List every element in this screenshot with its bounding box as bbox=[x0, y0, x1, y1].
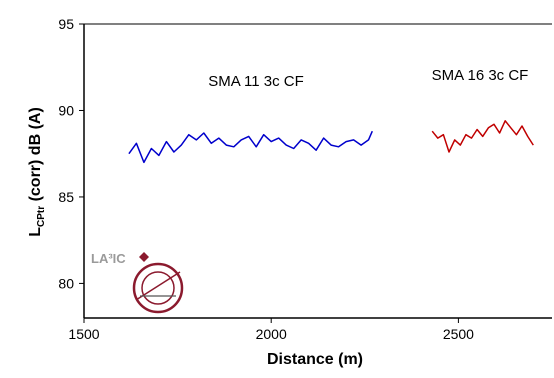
series-label-sma16: SMA 16 3c CF bbox=[432, 67, 529, 84]
series-line-1 bbox=[128, 130, 373, 164]
y-tick-label: 85 bbox=[58, 189, 74, 205]
axes bbox=[79, 23, 552, 323]
y-tick-label: 90 bbox=[58, 102, 74, 118]
y-axis-title: LCPtr (corr) dB (A) bbox=[27, 107, 47, 237]
series-lines bbox=[128, 120, 534, 164]
svg-text:LCPtr (corr) dB (A): LCPtr (corr) dB (A) bbox=[27, 107, 47, 237]
x-tick-label: 2500 bbox=[443, 326, 474, 342]
series-label-sma11: SMA 11 3c CF bbox=[208, 73, 304, 90]
logo-text: LA³IC bbox=[91, 251, 126, 266]
x-axis-title: Distance (m) bbox=[267, 351, 363, 368]
y-tick-label: 95 bbox=[58, 16, 74, 32]
y-axis-title-main: L bbox=[27, 227, 44, 237]
y-tick-label: 80 bbox=[58, 275, 74, 291]
tick-labels: 80 85 90 95 1500 2000 2500 bbox=[58, 16, 474, 342]
y-axis-title-rest: (corr) dB (A) bbox=[27, 107, 44, 206]
logo-emblem-icon bbox=[132, 252, 184, 314]
x-tick-label: 2000 bbox=[256, 326, 287, 342]
y-axis-title-subscript: CPtr bbox=[36, 206, 47, 227]
x-tick-label: 1500 bbox=[68, 326, 99, 342]
series-line-2 bbox=[431, 120, 534, 153]
logo: LA³IC bbox=[91, 251, 184, 314]
